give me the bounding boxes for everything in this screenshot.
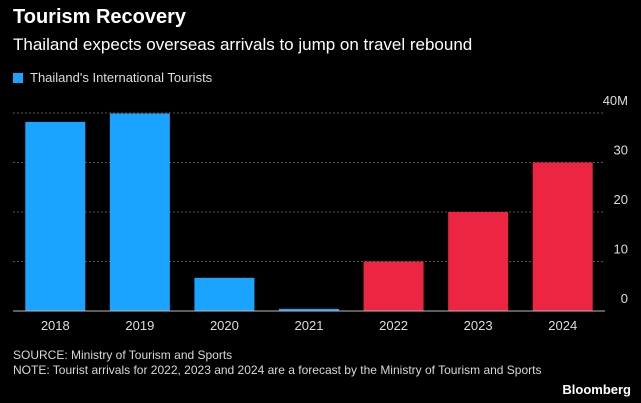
legend-label: Thailand's International Tourists <box>30 70 213 85</box>
bar-2020 <box>194 277 255 311</box>
x-tick-label: 2022 <box>379 318 408 333</box>
x-tick-label: 2020 <box>210 318 239 333</box>
x-tick-label: 2018 <box>41 318 70 333</box>
chart-title: Tourism Recovery <box>13 6 187 28</box>
legend: Thailand's International Tourists <box>13 70 212 85</box>
forecast-note: NOTE: Tourist arrivals for 2022, 2023 an… <box>13 363 542 377</box>
legend-swatch <box>13 72 23 83</box>
y-tick-label: 40M <box>603 93 628 108</box>
bar-2018 <box>25 121 86 311</box>
bar-2023 <box>448 212 509 311</box>
y-tick-label: 10 <box>614 242 628 257</box>
bar-chart: 0 10 20 30 40M 2018 2019 2020 2021 2022 2023 2024 <box>13 93 628 333</box>
y-tick-label: 20 <box>614 192 628 207</box>
bar-2021 <box>279 308 339 311</box>
y-tick-label: 30 <box>614 143 628 158</box>
source-note: SOURCE: Ministry of Tourism and Sports <box>13 348 233 362</box>
y-tick-label: 0 <box>621 291 628 306</box>
bar-2019 <box>109 113 170 312</box>
x-tick-label: 2019 <box>125 318 154 333</box>
x-tick-label: 2021 <box>295 318 324 333</box>
x-tick-label: 2023 <box>464 318 493 333</box>
chart-subtitle: Thailand expects overseas arrivals to ju… <box>13 35 473 54</box>
bar-2022 <box>363 261 424 311</box>
bar-2024 <box>532 162 593 311</box>
bloomberg-logo: Bloomberg <box>562 382 631 397</box>
x-tick-label: 2024 <box>548 318 577 333</box>
footnotes: SOURCE: Ministry of Tourism and Sports N… <box>13 348 553 378</box>
